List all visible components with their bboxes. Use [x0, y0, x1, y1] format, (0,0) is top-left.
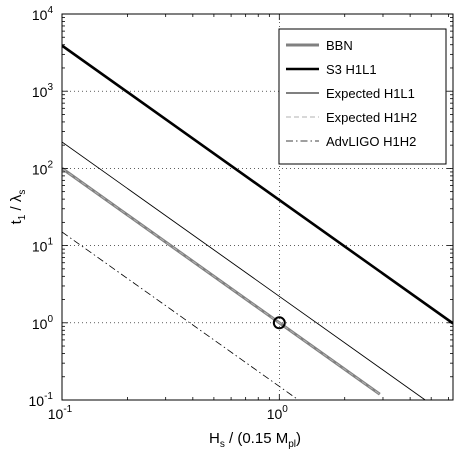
- legend-label: Expected H1L1: [326, 86, 415, 101]
- legend: BBN S3 H1L1 Expected H1L1 Expected H1H2 AdvL…: [278, 28, 447, 165]
- series-line-advligo-h1h2: [62, 231, 300, 400]
- y-tick-label: 102: [32, 159, 54, 177]
- marker-layer: [272, 316, 286, 330]
- y-tick-label: 100: [32, 314, 54, 332]
- legend-label: Expected H1H2: [326, 110, 417, 125]
- legend-label: AdvLIGO H1H2: [326, 134, 416, 149]
- y-tick-label: 103: [32, 82, 54, 100]
- series-line-expected-h1l1: [62, 141, 426, 400]
- y-tick-label: 101: [32, 237, 54, 255]
- y-tick-label: 10-1: [29, 391, 54, 409]
- series-line-s3-h1l1: [62, 44, 453, 325]
- y-tick-labels: 10-1 100 101 102 103 104: [29, 5, 54, 409]
- legend-label: S3 H1L1: [326, 62, 377, 77]
- x-axis-label: Hs / (0.15 Mpl): [209, 430, 301, 450]
- y-axis-label: t1 / λs: [8, 190, 28, 225]
- highlight-marker: [272, 316, 286, 330]
- axis-ticks: [61, 13, 453, 401]
- y-tick-label: 104: [32, 5, 54, 23]
- legend-label: BBN: [326, 38, 353, 53]
- x-tick-labels: 10-1 100: [48, 404, 289, 422]
- x-tick-label: 100: [267, 404, 289, 422]
- series-layer: [62, 44, 453, 400]
- series-line-expected-h1h2: [62, 167, 381, 395]
- legend-box: [278, 28, 447, 165]
- x-tick-label: 10-1: [48, 404, 73, 422]
- plot-frame: [61, 13, 454, 401]
